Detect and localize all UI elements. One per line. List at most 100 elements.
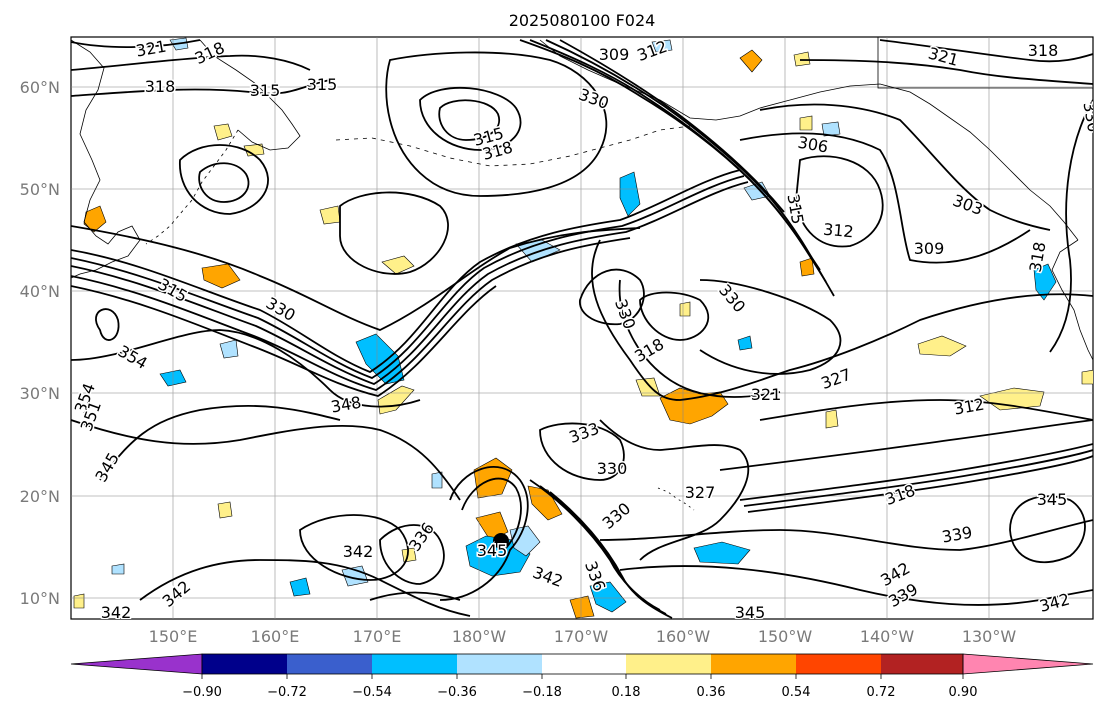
cb-tick-label: 0.54 xyxy=(782,685,811,700)
lon-label-140w: 140°W xyxy=(860,627,915,646)
contour-label: 342 xyxy=(343,542,374,561)
contour-line xyxy=(439,466,529,601)
cb-tick-label: −0.72 xyxy=(267,685,307,700)
contour-line xyxy=(179,144,269,215)
cb-tick-label: −0.18 xyxy=(522,685,562,700)
colorbar-extend-right xyxy=(962,653,1094,675)
cyclone-center-dot xyxy=(493,533,509,549)
contour-label: 309 xyxy=(914,239,945,258)
contour-line xyxy=(95,308,120,341)
shade-patch xyxy=(201,263,241,289)
contour-line xyxy=(549,491,673,619)
shade-patch xyxy=(737,335,753,351)
lon-label-180w: 180°W xyxy=(452,627,507,646)
cb-tick-label: 0.18 xyxy=(612,685,641,700)
shade-patch xyxy=(739,49,763,73)
shade-patch xyxy=(793,51,811,67)
colorbar-segment xyxy=(287,654,372,674)
contour-line xyxy=(139,559,471,617)
contour-line xyxy=(71,181,749,385)
contour-line xyxy=(71,169,741,374)
contour-line xyxy=(1049,99,1093,353)
lon-label-170e: 170°E xyxy=(353,627,402,646)
colorbar-segment xyxy=(626,654,711,674)
shade-patch xyxy=(111,563,125,575)
cyclone-marker xyxy=(493,533,509,549)
colorbar-ticks xyxy=(201,674,964,679)
lat-label-60n: 60°N xyxy=(20,78,60,97)
cb-tick-label: 0.36 xyxy=(697,685,726,700)
shade-patch xyxy=(679,301,691,317)
contour-label: 315 xyxy=(307,75,338,94)
contour-line xyxy=(379,524,445,585)
contour-line xyxy=(71,175,745,380)
cb-tick-label: 0.72 xyxy=(867,685,896,700)
contour-label: 318 xyxy=(145,77,176,96)
shade-patch xyxy=(821,121,841,137)
lon-label-150w: 150°W xyxy=(758,627,813,646)
contour-label: 348 xyxy=(329,393,362,417)
contour-line xyxy=(1009,495,1086,564)
shade-patch xyxy=(73,593,85,609)
contour-line xyxy=(539,422,625,481)
contour-line xyxy=(461,477,522,549)
contour-label: 315 xyxy=(250,81,281,100)
contour-label: 345 xyxy=(735,603,766,622)
contour-line xyxy=(71,419,461,501)
colorbar-extend-left xyxy=(70,653,203,675)
coastline-hawaii xyxy=(657,487,695,511)
contour-line xyxy=(759,399,1093,421)
lat-label-40n: 40°N xyxy=(20,282,60,301)
coastline-kuril xyxy=(145,129,239,245)
contour-line xyxy=(639,291,710,341)
contour-label: 321 xyxy=(751,385,782,404)
contour-line xyxy=(99,405,341,481)
cb-tick-label: −0.54 xyxy=(352,685,392,700)
lon-axis: 150°E 160°E 170°E 180°W 170°W 160°W 150°… xyxy=(149,627,1017,646)
shade-patch xyxy=(475,511,509,541)
contour-label: 327 xyxy=(685,483,716,502)
shade-patch xyxy=(431,471,443,489)
contour-line xyxy=(739,132,1031,264)
contour-line xyxy=(385,51,608,197)
contour-line xyxy=(759,103,1051,231)
contour-line xyxy=(339,191,449,275)
shade-patch xyxy=(619,171,641,217)
colorbar-segment xyxy=(457,654,542,674)
contour-label: 345 xyxy=(1037,490,1068,509)
lon-label-130w: 130°W xyxy=(962,627,1017,646)
contour-label: 345 xyxy=(477,541,508,560)
contour-line xyxy=(799,59,1093,85)
shade-patch xyxy=(799,257,815,277)
lon-label-160e: 160°E xyxy=(251,627,300,646)
contour-line xyxy=(71,329,421,408)
shade-patch xyxy=(219,339,239,359)
shade-patch xyxy=(341,565,369,587)
lat-label-20n: 20°N xyxy=(20,487,60,506)
contours xyxy=(71,39,1093,619)
colorbar-tick-labels: −0.90 −0.72 −0.54 −0.36 −0.18 0.18 0.36 … xyxy=(182,685,977,700)
contour-label: 312 xyxy=(822,220,854,242)
lon-label-170w: 170°W xyxy=(554,627,609,646)
contour-line xyxy=(529,39,827,283)
contour-line xyxy=(619,565,1093,606)
colorbar-segment xyxy=(372,654,457,674)
shade-patch xyxy=(217,501,233,519)
shade-patch xyxy=(651,39,673,53)
shade-patch xyxy=(569,595,595,619)
shading-layer xyxy=(73,37,1093,619)
contour-line xyxy=(579,268,645,326)
contour-line xyxy=(71,54,311,71)
shade-patch xyxy=(589,581,627,613)
lat-label-10n: 10°N xyxy=(20,589,60,608)
coastline-border xyxy=(877,37,1093,89)
contour-line xyxy=(743,449,1093,507)
contour-line xyxy=(591,239,1093,401)
contour-line xyxy=(545,39,835,297)
contour-line xyxy=(299,514,409,581)
lat-axis: 60°N 50°N 40°N 30°N 20°N 10°N xyxy=(20,78,60,608)
contour-line xyxy=(71,225,641,331)
contour-line xyxy=(747,455,1093,513)
